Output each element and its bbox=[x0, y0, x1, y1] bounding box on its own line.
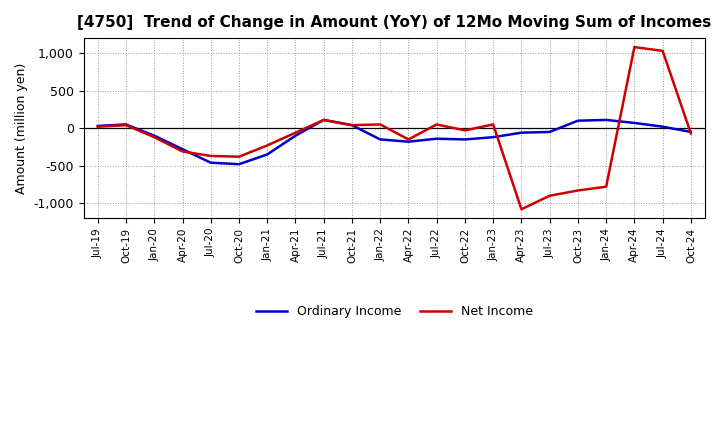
Net Income bbox=[291, 130, 300, 136]
Ordinary Income bbox=[122, 122, 130, 127]
Ordinary Income bbox=[574, 118, 582, 123]
Net Income bbox=[687, 131, 696, 136]
Ordinary Income bbox=[150, 133, 158, 138]
Net Income bbox=[178, 149, 186, 154]
Ordinary Income bbox=[263, 152, 271, 157]
Ordinary Income bbox=[630, 120, 639, 125]
Net Income bbox=[602, 184, 611, 189]
Ordinary Income bbox=[687, 129, 696, 135]
Net Income bbox=[122, 123, 130, 128]
Ordinary Income bbox=[207, 160, 215, 165]
Ordinary Income bbox=[517, 130, 526, 136]
Net Income bbox=[630, 44, 639, 50]
Net Income bbox=[348, 123, 356, 128]
Net Income bbox=[376, 122, 384, 127]
Title: [4750]  Trend of Change in Amount (YoY) of 12Mo Moving Sum of Incomes: [4750] Trend of Change in Amount (YoY) o… bbox=[77, 15, 711, 30]
Net Income bbox=[545, 193, 554, 198]
Y-axis label: Amount (million yen): Amount (million yen) bbox=[15, 62, 28, 194]
Line: Ordinary Income: Ordinary Income bbox=[98, 120, 691, 164]
Ordinary Income bbox=[404, 139, 413, 144]
Ordinary Income bbox=[235, 161, 243, 167]
Net Income bbox=[150, 135, 158, 140]
Ordinary Income bbox=[658, 124, 667, 129]
Net Income bbox=[461, 128, 469, 133]
Ordinary Income bbox=[545, 129, 554, 135]
Net Income bbox=[574, 188, 582, 193]
Net Income bbox=[263, 143, 271, 148]
Ordinary Income bbox=[178, 147, 186, 152]
Net Income bbox=[320, 117, 328, 123]
Net Income bbox=[658, 48, 667, 54]
Legend: Ordinary Income, Net Income: Ordinary Income, Net Income bbox=[251, 300, 538, 323]
Net Income bbox=[433, 122, 441, 127]
Ordinary Income bbox=[461, 137, 469, 142]
Net Income bbox=[517, 207, 526, 212]
Ordinary Income bbox=[94, 123, 102, 128]
Ordinary Income bbox=[433, 136, 441, 141]
Net Income bbox=[404, 137, 413, 142]
Net Income bbox=[235, 154, 243, 159]
Ordinary Income bbox=[320, 117, 328, 123]
Ordinary Income bbox=[376, 137, 384, 142]
Net Income bbox=[94, 124, 102, 129]
Line: Net Income: Net Income bbox=[98, 47, 691, 209]
Ordinary Income bbox=[291, 133, 300, 138]
Net Income bbox=[489, 122, 498, 127]
Ordinary Income bbox=[489, 135, 498, 140]
Ordinary Income bbox=[602, 117, 611, 123]
Net Income bbox=[207, 153, 215, 158]
Ordinary Income bbox=[348, 123, 356, 128]
